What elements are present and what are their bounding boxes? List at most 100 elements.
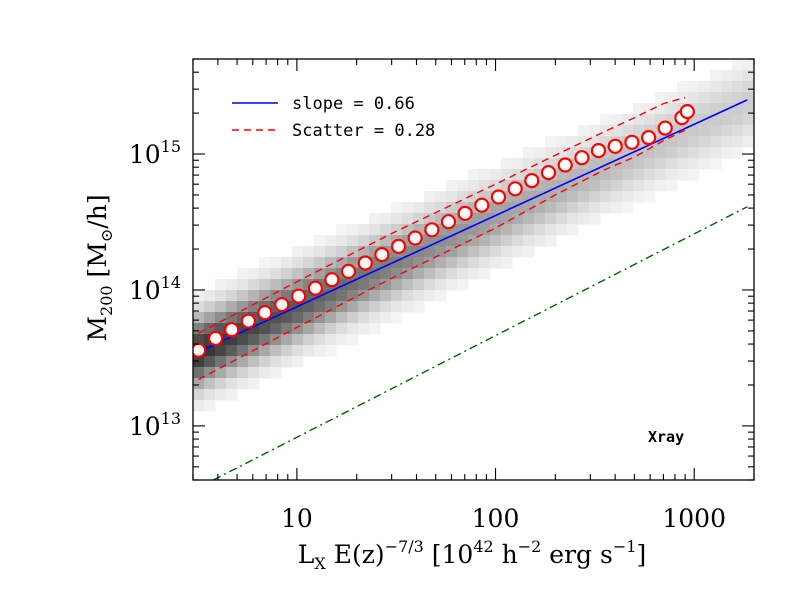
density-cell	[479, 180, 491, 192]
density-cell	[666, 136, 678, 148]
data-point	[507, 181, 523, 197]
density-cell	[347, 290, 359, 302]
density-cell	[193, 301, 205, 313]
density-cell	[248, 367, 260, 379]
density-cell	[567, 169, 579, 181]
density-cell	[688, 92, 700, 104]
density-cell	[512, 224, 524, 236]
density-cell	[622, 191, 634, 203]
density-cell	[534, 158, 546, 170]
density-cell	[666, 114, 678, 126]
density-cell	[457, 257, 469, 269]
density-cell	[292, 312, 304, 324]
y-tick-label: 1014	[129, 273, 181, 305]
density-cell	[204, 356, 216, 368]
density-cell	[490, 213, 502, 225]
density-cell	[347, 334, 359, 346]
density-cell	[446, 257, 458, 269]
density-cell	[622, 147, 634, 159]
data-point	[524, 173, 540, 189]
density-cell	[699, 81, 711, 93]
density-cell	[237, 279, 249, 291]
density-cell	[336, 235, 348, 247]
density-cell	[589, 136, 601, 148]
density-cell	[347, 279, 359, 291]
density-cell	[424, 191, 436, 203]
density-cell	[666, 103, 678, 115]
density-cell	[281, 290, 293, 302]
density-cell	[655, 114, 667, 126]
density-cell	[347, 224, 359, 236]
density-cell	[666, 169, 678, 181]
density-cell	[457, 180, 469, 192]
density-cell	[457, 191, 469, 203]
density-cell	[633, 103, 645, 115]
y-tick-label: 1015	[129, 137, 181, 169]
density-cell	[325, 290, 337, 302]
density-cell	[248, 334, 260, 346]
density-cell	[732, 147, 744, 159]
density-cell	[622, 180, 634, 192]
density-cell	[391, 290, 403, 302]
y-tick-labels: 1013 1014 1015	[129, 137, 181, 441]
density-cell	[446, 191, 458, 203]
density-cell	[413, 224, 425, 236]
density-cell	[424, 290, 436, 302]
density-cell	[743, 125, 754, 137]
density-cell	[215, 323, 227, 335]
density-cell	[600, 169, 612, 181]
density-cell	[237, 378, 249, 390]
density-cell	[732, 103, 744, 115]
density-cell	[545, 224, 557, 236]
density-cell	[424, 235, 436, 247]
density-cell	[391, 279, 403, 291]
density-cell	[710, 81, 722, 93]
density-cell	[259, 356, 271, 368]
data-point	[557, 157, 573, 173]
data-point	[607, 138, 623, 154]
density-cell	[193, 334, 205, 346]
density-cell	[512, 169, 524, 181]
density-cell	[644, 191, 656, 203]
x-tick-label: 10	[281, 504, 313, 533]
density-cell	[523, 158, 535, 170]
density-cell	[644, 169, 656, 181]
density-cell	[314, 257, 326, 269]
density-cell	[468, 246, 480, 258]
density-cell	[743, 92, 754, 104]
density-cell	[226, 290, 238, 302]
legend-label-scatter: Scatter = 0.28	[292, 121, 435, 141]
density-cell	[281, 312, 293, 324]
density-cell	[501, 202, 513, 214]
density-cell	[545, 136, 557, 148]
density-cell	[215, 356, 227, 368]
density-cell	[435, 290, 447, 302]
density-cell	[578, 136, 590, 148]
density-cell	[270, 257, 282, 269]
density-cell	[468, 235, 480, 247]
density-cell	[655, 169, 667, 181]
density-cell	[347, 312, 359, 324]
data-point	[440, 214, 457, 230]
data-point	[324, 272, 340, 288]
density-cell	[237, 345, 249, 357]
density-cell	[380, 279, 392, 291]
density-cell	[633, 147, 645, 159]
density-cell	[479, 246, 491, 258]
density-cell	[325, 257, 337, 269]
density-cell	[567, 202, 579, 214]
density-cell	[402, 290, 414, 302]
density-cell	[237, 301, 249, 313]
density-cell	[237, 268, 249, 280]
density-cell	[479, 191, 491, 203]
data-point	[424, 222, 440, 238]
density-cell	[270, 290, 282, 302]
density-cell	[721, 81, 733, 93]
density-cell	[402, 301, 414, 313]
density-cell	[402, 246, 414, 258]
density-cell	[677, 147, 689, 159]
density-cell	[479, 213, 491, 225]
density-cell	[292, 268, 304, 280]
density-cell	[611, 191, 623, 203]
